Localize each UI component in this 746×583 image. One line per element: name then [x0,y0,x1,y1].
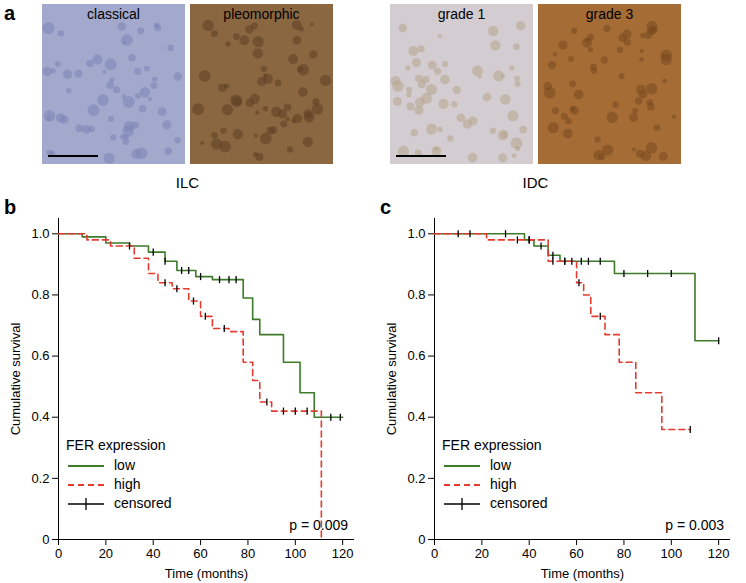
svg-text:40: 40 [522,546,536,561]
html-text:p = 0.009: p = 0.009 [289,517,348,533]
svg-text:60: 60 [569,546,583,561]
html-text:censored: censored [490,495,548,511]
svg-text:0.2: 0.2 [31,471,49,486]
svg-text:40: 40 [146,546,160,561]
svg-text:0.8: 0.8 [407,287,425,302]
svg-text:Time (months): Time (months) [165,566,248,581]
svg-text:grade 1: grade 1 [438,6,486,22]
svg-text:0.6: 0.6 [31,348,49,363]
svg-text:a: a [4,2,16,24]
svg-text:120: 120 [708,546,730,561]
html-text:low: low [490,457,511,473]
svg-text:Cumulative survival: Cumulative survival [384,323,399,436]
html-text:p = 0.003: p = 0.003 [665,517,724,533]
svg-text:1.0: 1.0 [407,226,425,241]
svg-text:grade 3: grade 3 [586,6,634,22]
svg-text:IDC: IDC [523,174,549,191]
svg-text:80: 80 [617,546,631,561]
svg-text:20: 20 [475,546,489,561]
svg-text:0.2: 0.2 [407,471,425,486]
svg-text:Time (months): Time (months) [541,566,624,581]
html-text:high: high [490,476,517,492]
svg-text:ILC: ILC [176,174,200,191]
svg-text:0.4: 0.4 [31,409,49,424]
svg-text:60: 60 [193,546,207,561]
html-text:high: high [114,476,141,492]
svg-text:0.6: 0.6 [407,348,425,363]
svg-text:classical: classical [87,6,140,22]
svg-text:100: 100 [660,546,682,561]
svg-text:Cumulative survival: Cumulative survival [8,323,23,436]
svg-text:80: 80 [241,546,255,561]
html-text:low: low [114,457,135,473]
svg-text:100: 100 [284,546,306,561]
svg-text:0: 0 [431,546,438,561]
svg-text:0: 0 [42,532,49,547]
html-text:FER expression: FER expression [66,437,166,453]
svg-text:1.0: 1.0 [31,226,49,241]
html-text:censored: censored [114,495,172,511]
svg-text:120: 120 [332,546,354,561]
svg-text:20: 20 [99,546,113,561]
html-text:b: b [4,196,17,218]
svg-text:0: 0 [55,546,62,561]
svg-text:0: 0 [418,532,425,547]
svg-text:pleomorphic: pleomorphic [223,6,299,22]
svg-text:0.8: 0.8 [31,287,49,302]
svg-text:0.4: 0.4 [407,409,425,424]
html-text:FER expression: FER expression [442,437,542,453]
html-text:c: c [380,196,392,218]
